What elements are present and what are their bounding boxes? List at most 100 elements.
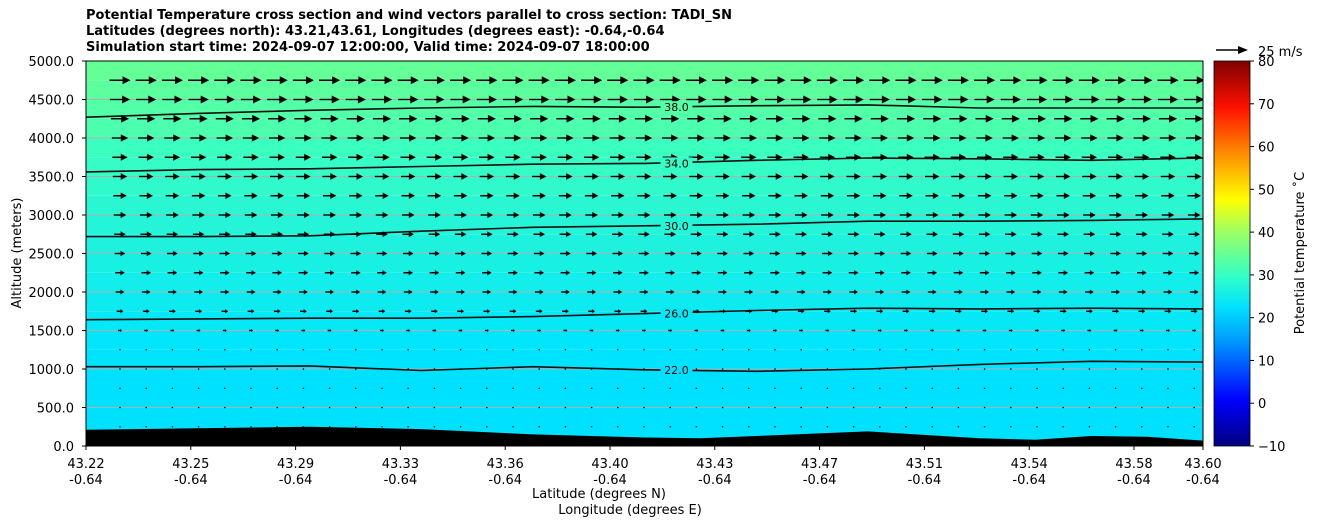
temperature-band xyxy=(86,215,1203,235)
wind-vector-head xyxy=(1115,309,1119,314)
wind-vector xyxy=(512,348,514,351)
wind-vector-head xyxy=(329,328,332,333)
temperature-band xyxy=(86,157,1203,177)
wind-vector-head xyxy=(775,192,782,199)
wind-vector-head xyxy=(959,134,967,142)
wind-vector xyxy=(826,406,829,409)
wind-vector-head xyxy=(332,76,341,85)
wind-vector-head xyxy=(1012,95,1021,104)
wind-vector xyxy=(953,250,964,257)
temperature-band xyxy=(86,80,1203,100)
wind-vector xyxy=(638,250,650,257)
wind-vector xyxy=(1001,114,1020,123)
temperature-band xyxy=(86,349,1203,369)
wind-vector xyxy=(271,231,283,238)
wind-vector xyxy=(459,387,462,390)
wind-vector xyxy=(1062,425,1064,428)
wind-vector xyxy=(1167,348,1169,351)
wind-vector xyxy=(140,250,152,257)
wind-vector-head xyxy=(827,309,831,314)
wind-vector-head xyxy=(330,134,338,142)
wind-vector-head xyxy=(122,95,131,104)
wind-vector-head xyxy=(173,114,182,123)
wind-vector-head xyxy=(1168,153,1176,161)
wind-vector xyxy=(507,231,519,238)
wind-vector xyxy=(407,406,410,409)
wind-vector xyxy=(165,192,180,199)
wind-vector-head xyxy=(1063,173,1071,180)
wind-vector xyxy=(953,270,964,276)
wind-vector-head xyxy=(539,270,544,276)
wind-vector-head xyxy=(644,153,652,161)
wind-vector xyxy=(1163,270,1173,276)
wind-vector-head xyxy=(251,173,259,180)
wind-vector xyxy=(1057,231,1069,238)
wind-vector xyxy=(486,348,488,351)
wind-vector xyxy=(877,328,882,333)
wind-vector xyxy=(554,76,576,85)
wind-vector xyxy=(977,173,992,180)
wind-vector xyxy=(433,368,436,370)
wind-vector xyxy=(663,192,677,199)
wind-vector-head xyxy=(382,250,388,257)
y-tick-label: 4500.0 xyxy=(29,94,75,109)
wind-vector xyxy=(486,425,488,428)
wind-vector xyxy=(901,270,911,276)
wind-vector-head xyxy=(277,270,282,276)
wind-vector-head xyxy=(173,134,181,142)
wind-vector-head xyxy=(934,76,943,85)
wind-vector-head xyxy=(146,173,154,180)
wind-vector-head xyxy=(1141,328,1144,333)
wind-vector-head xyxy=(277,231,283,238)
wind-vector xyxy=(793,134,810,142)
wind-vector xyxy=(240,95,262,104)
wind-vector-head xyxy=(461,153,469,161)
wind-vector-head xyxy=(382,289,387,295)
wind-vector xyxy=(766,134,784,142)
wind-vector xyxy=(450,76,472,85)
wind-vector xyxy=(401,211,415,219)
wind-vector-head xyxy=(618,114,627,123)
wind-vector xyxy=(718,289,727,295)
wind-vector-head xyxy=(277,192,284,199)
wind-vector xyxy=(482,289,492,295)
wind-vector-head xyxy=(854,153,862,161)
contour-line xyxy=(86,104,1203,118)
wind-vector xyxy=(1057,250,1069,257)
wind-vector xyxy=(1029,173,1045,180)
wind-vector xyxy=(456,289,465,295)
wind-vector-head xyxy=(775,328,777,333)
wind-vector xyxy=(951,173,966,180)
wind-vector xyxy=(559,231,572,238)
wind-vector-head xyxy=(201,76,210,85)
wind-vector-head xyxy=(882,76,891,85)
wind-vector-head xyxy=(723,231,729,238)
wind-vector-head xyxy=(854,250,859,257)
wind-vector xyxy=(512,368,514,370)
wind-vector-head xyxy=(749,231,755,238)
wind-vector xyxy=(1187,192,1201,199)
wind-vector-head xyxy=(487,270,492,276)
wind-vector-head xyxy=(932,211,939,219)
wind-vector xyxy=(1162,231,1174,238)
wind-vector-head xyxy=(225,153,233,161)
wind-vector xyxy=(617,368,619,370)
wind-vector xyxy=(896,114,916,123)
wind-vector xyxy=(983,368,986,370)
wind-vector xyxy=(171,368,174,370)
wind-vector xyxy=(742,192,756,199)
wind-vector-head xyxy=(1037,192,1044,199)
wind-vector xyxy=(1010,387,1012,390)
wind-vector-head xyxy=(199,211,205,219)
wind-vector xyxy=(508,289,518,295)
wind-vector xyxy=(192,211,205,219)
wind-vector xyxy=(398,95,419,104)
wind-vector xyxy=(1108,192,1123,199)
wind-vector-head xyxy=(1089,270,1095,276)
wind-vector xyxy=(145,348,147,351)
wind-vector xyxy=(140,231,152,238)
y-tick-label: 1500.0 xyxy=(29,325,75,340)
wind-vector xyxy=(486,368,488,370)
wind-vector xyxy=(427,173,442,180)
wind-vector-head xyxy=(513,192,520,199)
